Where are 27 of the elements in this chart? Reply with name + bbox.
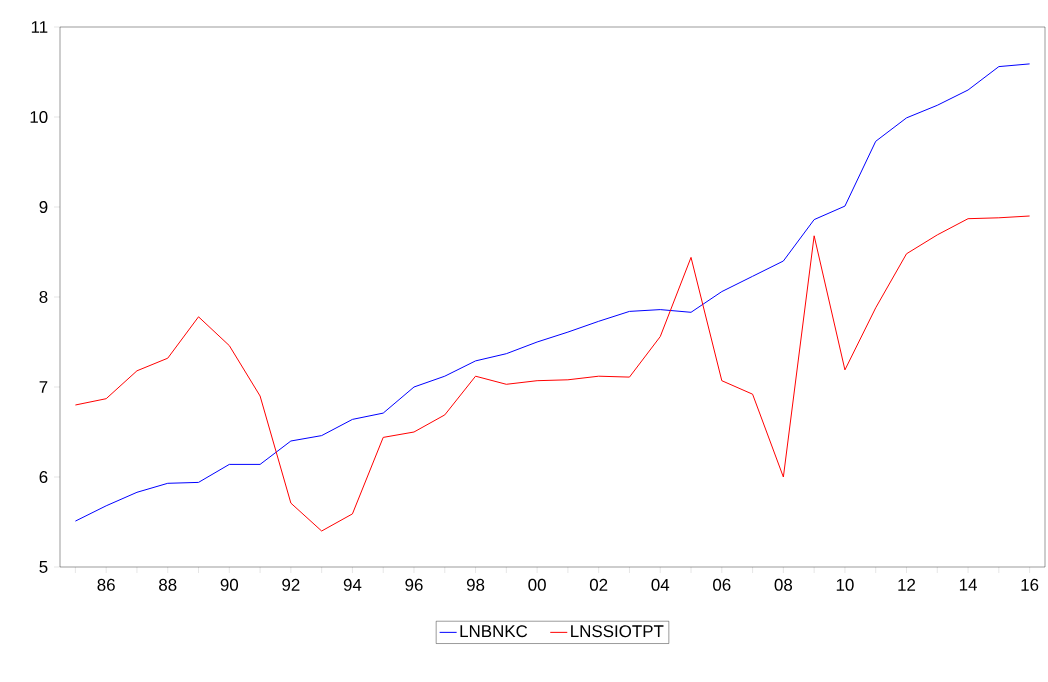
x-tick-label: 92: [282, 578, 300, 591]
x-tick-label: 90: [220, 578, 239, 591]
x-tick-label: 06: [713, 578, 731, 591]
line-series: [74, 215, 1031, 532]
y-tick-label: 7: [39, 381, 48, 393]
x-tick-label: 98: [466, 578, 485, 591]
legend-label: LNSSIOTPT: [571, 625, 664, 638]
line-series: [74, 63, 1031, 522]
x-tick-label: 04: [651, 578, 670, 591]
x-tick-label: 94: [343, 578, 362, 591]
x-tick-label: 10: [836, 578, 854, 591]
x-tick-label: 08: [774, 578, 793, 591]
y-tick-label: 5: [39, 561, 48, 573]
y-tick-label: 11: [31, 21, 48, 33]
y-tick-label: 10: [30, 111, 48, 123]
legend-label: LNBNKC: [460, 625, 528, 638]
y-tick-label: 8: [39, 291, 48, 303]
x-tick-label: 16: [1021, 578, 1039, 591]
x-tick-label: 88: [159, 578, 177, 591]
x-tick-label: 96: [405, 578, 423, 591]
y-tick-label: 9: [39, 201, 48, 213]
x-tick-label: 86: [97, 578, 115, 591]
y-tick-label: 6: [39, 471, 48, 483]
x-tick-label: 12: [898, 578, 916, 591]
x-tick-label: 02: [589, 578, 608, 591]
x-tick-label: 14: [959, 578, 977, 591]
x-tick-label: 00: [528, 578, 546, 591]
